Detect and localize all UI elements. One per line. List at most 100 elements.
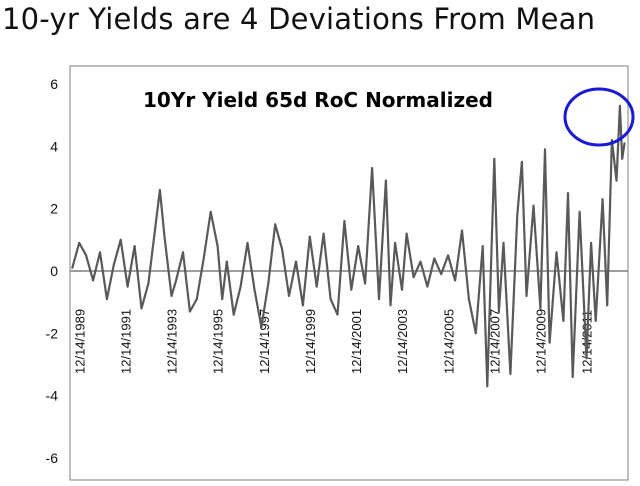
- series-point: [112, 263, 115, 266]
- y-tick-label: -4: [46, 388, 59, 404]
- series-point: [232, 313, 235, 316]
- chart-title: 10Yr Yield 65d RoC Normalized: [143, 88, 493, 112]
- series-point: [225, 260, 228, 263]
- x-tick-label: 12/14/1995: [211, 309, 226, 374]
- series-point: [525, 294, 528, 297]
- series-point: [253, 288, 256, 291]
- series-point: [357, 245, 360, 248]
- series-point: [467, 298, 470, 301]
- series-point: [364, 282, 367, 285]
- series-point: [301, 304, 304, 307]
- series-point: [405, 232, 408, 235]
- x-tick-label: 12/14/2003: [395, 309, 410, 374]
- series-point: [585, 357, 588, 360]
- series-point: [308, 235, 311, 238]
- series-point: [182, 251, 184, 254]
- series-point: [461, 229, 463, 232]
- series-point: [623, 142, 626, 145]
- x-tick-label: 12/14/1999: [303, 309, 318, 374]
- series-point: [239, 285, 242, 288]
- series-point: [567, 192, 569, 195]
- series-point: [281, 248, 284, 251]
- series-point: [221, 298, 224, 301]
- annotation-circle: [563, 87, 635, 147]
- x-tick-label: 12/14/1993: [165, 309, 180, 374]
- series-point: [621, 157, 624, 160]
- series-point: [105, 298, 108, 301]
- series-point: [618, 104, 621, 107]
- series-point: [92, 279, 95, 282]
- series-point: [384, 179, 387, 182]
- series-points: [71, 104, 626, 388]
- series-point: [378, 298, 380, 301]
- series-point: [85, 254, 88, 257]
- series-point: [590, 241, 593, 244]
- series-point: [315, 285, 318, 288]
- x-tick-label: 12/14/1991: [118, 309, 133, 374]
- series-point: [188, 310, 191, 313]
- series-point: [548, 341, 551, 344]
- series-point: [562, 319, 565, 322]
- series-point: [606, 304, 609, 307]
- series-point: [520, 160, 523, 163]
- series-point: [329, 298, 332, 301]
- series-point: [544, 148, 546, 151]
- series-point: [343, 220, 346, 223]
- series-point: [133, 245, 136, 248]
- x-tick-label: 12/14/2005: [441, 309, 456, 374]
- series-point: [474, 332, 477, 335]
- series-point: [493, 157, 496, 160]
- series-point: [216, 245, 219, 248]
- series-point: [440, 273, 443, 276]
- series-point: [594, 319, 597, 322]
- plot-frame: [69, 65, 629, 481]
- y-tick-label: 0: [50, 263, 58, 279]
- series-point: [486, 385, 489, 388]
- x-tick-label: 12/14/2007: [487, 309, 502, 374]
- series-point: [401, 288, 403, 291]
- series-point: [502, 241, 505, 244]
- series-point: [295, 260, 297, 263]
- series-point: [154, 226, 157, 229]
- series-point: [147, 282, 150, 285]
- series-point: [158, 189, 161, 191]
- series-point: [371, 167, 374, 170]
- series-point: [601, 198, 604, 201]
- series-point: [322, 232, 325, 235]
- series-point: [555, 251, 558, 254]
- series-point: [481, 245, 484, 248]
- series-point: [419, 260, 422, 263]
- series-point: [288, 294, 290, 297]
- series-point: [246, 241, 249, 244]
- series-point: [497, 310, 500, 313]
- series-point: [274, 223, 277, 226]
- x-axis-tick-labels: 12/14/1989 12/14/1991 12/14/1993 12/14/1995…: [72, 309, 594, 374]
- series-point: [412, 276, 415, 279]
- series-point: [163, 235, 166, 238]
- series-point: [578, 210, 581, 213]
- series-point: [126, 285, 129, 288]
- series-point: [71, 266, 74, 269]
- series-point: [447, 254, 450, 257]
- series-point: [260, 326, 263, 329]
- series-point: [209, 210, 212, 213]
- series-point: [516, 213, 519, 216]
- x-tick-label: 12/14/2009: [534, 309, 549, 374]
- y-tick-label: 6: [50, 76, 58, 92]
- series-point: [454, 279, 457, 282]
- series-point: [267, 282, 270, 285]
- series-point: [336, 313, 339, 316]
- series-point: [78, 241, 81, 244]
- series-point: [610, 139, 613, 142]
- series-point: [99, 251, 101, 254]
- x-tick-label: 12/14/1989: [72, 309, 87, 374]
- series-point: [175, 279, 178, 282]
- series-point: [140, 307, 143, 310]
- series-point: [389, 304, 392, 307]
- series-point: [509, 372, 512, 375]
- series-point: [394, 241, 397, 244]
- series-point: [202, 257, 205, 260]
- series-point: [195, 298, 198, 301]
- y-axis-tick-labels: -6 -4 -2 0 2 4 6: [46, 76, 59, 466]
